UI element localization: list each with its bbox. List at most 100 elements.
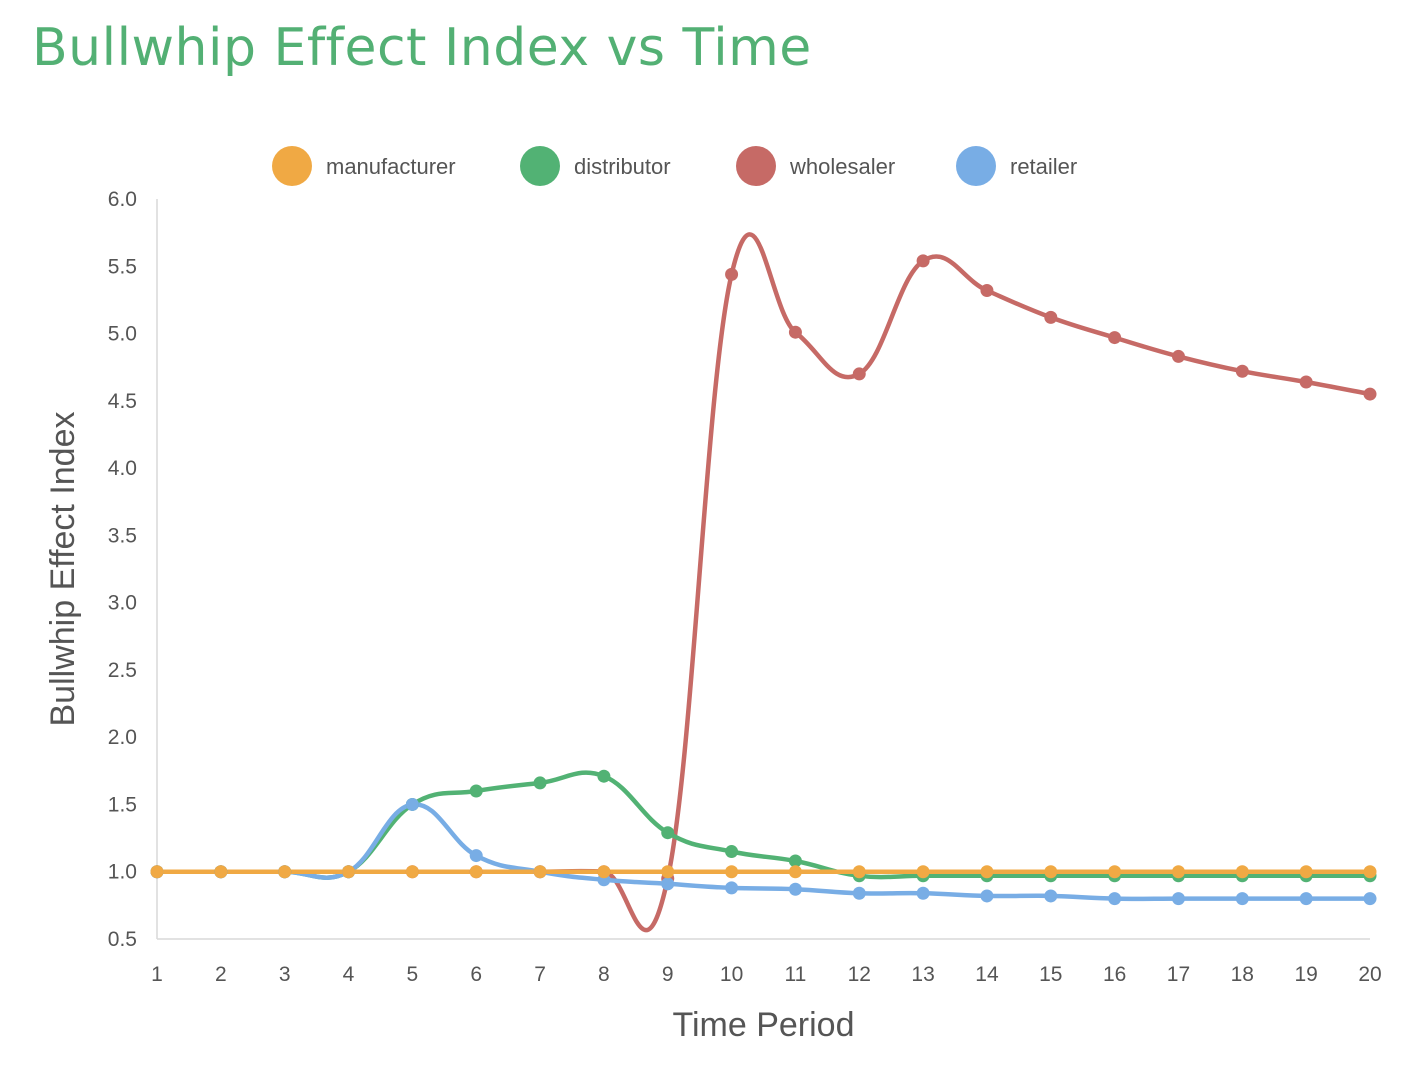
legend-marker-manufacturer — [272, 146, 312, 186]
data-point-manufacturer — [1363, 865, 1377, 879]
data-point-retailer — [1299, 892, 1313, 906]
data-point-retailer — [1235, 892, 1249, 906]
legend-marker-retailer — [956, 146, 996, 186]
data-point-manufacturer — [342, 865, 356, 879]
y-tick-label: 1.5 — [108, 793, 137, 816]
series-line-distributor — [154, 770, 1373, 880]
legend-marker-wholesaler — [736, 146, 776, 186]
data-point-manufacturer — [1299, 865, 1313, 879]
data-point-retailer — [788, 882, 802, 896]
y-tick-label: 2.0 — [108, 726, 137, 749]
x-tick-label: 14 — [975, 963, 999, 986]
legend-label-distributor: distributor — [574, 154, 671, 179]
y-axis-title: Bullwhip Effect Index — [44, 412, 82, 727]
x-tick-label: 2 — [215, 963, 227, 986]
data-point-manufacturer — [661, 865, 675, 879]
x-tick-label: 13 — [911, 963, 934, 986]
data-point-retailer — [1363, 892, 1377, 906]
x-tick-label: 15 — [1039, 963, 1062, 986]
data-point-manufacturer — [1171, 865, 1185, 879]
y-tick-label: 5.5 — [108, 255, 137, 278]
data-point-manufacturer — [1235, 865, 1249, 879]
x-tick-label: 16 — [1103, 963, 1126, 986]
data-point-distributor — [533, 776, 547, 790]
data-point-manufacturer — [214, 865, 228, 879]
legend-label-retailer: retailer — [1010, 154, 1077, 179]
y-tick-label: 4.0 — [108, 457, 137, 480]
data-point-wholesaler — [1108, 331, 1122, 345]
data-point-distributor — [661, 826, 675, 840]
data-point-manufacturer — [597, 865, 611, 879]
data-point-manufacturer — [405, 865, 419, 879]
y-tick-label: 3.0 — [108, 592, 137, 615]
y-tick-label: 0.5 — [108, 928, 137, 951]
data-point-manufacturer — [980, 865, 994, 879]
data-point-distributor — [469, 784, 483, 798]
chart-title: Bullwhip Effect Index vs Time — [32, 18, 812, 78]
data-point-wholesaler — [1235, 364, 1249, 378]
tick-labels: 0.51.01.52.02.53.03.54.04.55.05.56.01 2 3 4… — [108, 188, 1382, 986]
data-point-distributor — [725, 845, 739, 859]
data-point-manufacturer — [1044, 865, 1058, 879]
y-tick-label: 6.0 — [108, 188, 137, 211]
x-tick-label: 11 — [785, 963, 807, 986]
data-point-wholesaler — [1044, 310, 1058, 324]
x-tick-label: 18 — [1231, 963, 1254, 986]
x-tick-label: 17 — [1167, 963, 1190, 986]
data-point-retailer — [1044, 889, 1058, 903]
x-tick-label: 10 — [720, 963, 743, 986]
data-point-wholesaler — [916, 254, 930, 268]
data-point-wholesaler — [788, 325, 802, 339]
y-tick-label: 5.0 — [108, 323, 137, 346]
chart-axes — [156, 199, 1370, 940]
legend-label-manufacturer: manufacturer — [326, 154, 456, 179]
x-axis-title: Time Period — [672, 1006, 854, 1044]
series-line-wholesaler — [154, 232, 1373, 933]
data-point-manufacturer — [150, 865, 164, 879]
data-point-retailer — [405, 797, 419, 811]
data-point-wholesaler — [1171, 349, 1185, 363]
data-point-wholesaler — [852, 367, 866, 381]
series-line-retailer — [154, 802, 1373, 902]
data-point-wholesaler — [1299, 375, 1313, 389]
data-point-retailer — [1171, 892, 1185, 906]
legend-marker-distributor — [520, 146, 560, 186]
data-point-manufacturer — [725, 865, 739, 879]
x-tick-label: 19 — [1294, 963, 1317, 986]
data-point-retailer — [469, 849, 483, 863]
y-tick-label: 2.5 — [108, 659, 137, 682]
data-point-distributor — [597, 769, 611, 783]
data-point-manufacturer — [852, 865, 866, 879]
legend: manufacturer distributor wholesaler retaile… — [272, 146, 1077, 186]
x-tick-label: 8 — [598, 963, 610, 986]
x-tick-label: 12 — [848, 963, 871, 986]
data-point-manufacturer — [278, 865, 292, 879]
series-points — [150, 254, 1377, 906]
data-point-wholesaler — [1363, 387, 1377, 401]
x-tick-label: 20 — [1358, 963, 1381, 986]
data-point-retailer — [661, 877, 675, 891]
data-point-manufacturer — [533, 865, 547, 879]
data-point-manufacturer — [1108, 865, 1122, 879]
y-tick-label: 4.5 — [108, 390, 137, 413]
x-tick-label: 1 — [151, 963, 163, 986]
data-point-wholesaler — [725, 267, 739, 281]
x-tick-label: 6 — [470, 963, 482, 986]
x-tick-label: 9 — [662, 963, 674, 986]
data-point-manufacturer — [916, 865, 930, 879]
legend-label-wholesaler: wholesaler — [789, 154, 895, 179]
y-tick-label: 1.0 — [108, 861, 137, 884]
data-point-retailer — [725, 881, 739, 895]
data-point-retailer — [916, 886, 930, 900]
data-point-manufacturer — [469, 865, 483, 879]
y-tick-label: 3.5 — [108, 524, 137, 547]
series-lines — [154, 232, 1373, 933]
data-point-retailer — [852, 886, 866, 900]
data-point-distributor — [788, 854, 802, 868]
x-tick-label: 3 — [279, 963, 291, 986]
data-point-manufacturer — [788, 865, 802, 879]
data-point-retailer — [1108, 892, 1122, 906]
x-tick-label: 7 — [534, 963, 546, 986]
x-tick-label: 4 — [343, 963, 355, 986]
